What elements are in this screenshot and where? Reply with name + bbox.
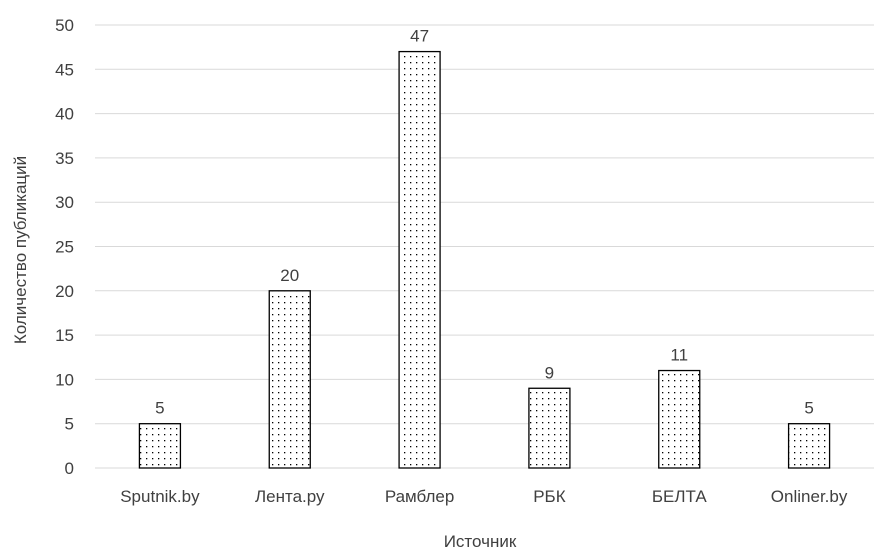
bars — [138, 50, 831, 469]
x-axis-ticks: Sputnik.by Лента.ру Рамблер РБК БЕЛТА Onliner… — [120, 487, 848, 506]
bar-value-label: 47 — [410, 27, 429, 46]
bar — [268, 290, 311, 469]
y-tick-label: 10 — [55, 370, 74, 389]
x-tick-label: Sputnik.by — [120, 487, 200, 506]
data-labels: 5 20 47 9 11 5 — [155, 27, 814, 418]
bar-value-label: 5 — [804, 399, 813, 418]
bar — [528, 387, 571, 469]
y-tick-label: 20 — [55, 282, 74, 301]
x-tick-label: БЕЛТА — [652, 487, 707, 506]
bar-value-label: 20 — [280, 266, 299, 285]
x-axis-title: Источник — [444, 532, 517, 551]
y-tick-label: 40 — [55, 105, 74, 124]
y-tick-label: 30 — [55, 193, 74, 212]
bar — [787, 423, 831, 469]
bar — [658, 369, 701, 469]
bar-value-label: 5 — [155, 399, 164, 418]
bar-value-label: 11 — [670, 346, 688, 365]
y-tick-label: 15 — [55, 326, 74, 345]
y-tick-label: 5 — [65, 415, 74, 434]
x-tick-label: Рамблер — [385, 487, 455, 506]
y-tick-label: 50 — [55, 16, 74, 35]
y-tick-label: 35 — [55, 149, 74, 168]
x-tick-label: Лента.ру — [255, 487, 325, 506]
y-axis-title: Количество публикаций — [11, 156, 30, 344]
y-tick-label: 0 — [65, 459, 74, 478]
bar — [398, 50, 441, 469]
bar — [138, 423, 182, 469]
y-axis-ticks: 0 5 10 15 20 25 30 35 40 45 50 — [55, 16, 74, 478]
x-tick-label: Onliner.by — [771, 487, 848, 506]
x-tick-label: РБК — [533, 487, 565, 506]
y-tick-label: 25 — [55, 238, 74, 257]
gridlines — [95, 24, 874, 469]
y-tick-label: 45 — [55, 60, 74, 79]
bar-value-label: 9 — [545, 363, 554, 382]
